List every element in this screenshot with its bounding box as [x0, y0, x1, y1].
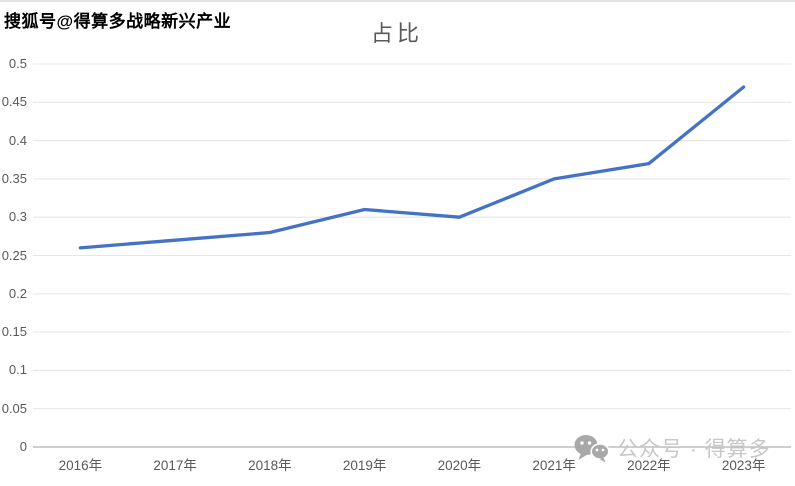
y-tick-label: 0.3 [8, 209, 27, 225]
y-tick-label: 0.5 [8, 56, 27, 71]
x-tick-label: 2016年 [58, 458, 103, 473]
chart-title: 占比 [370, 21, 424, 46]
x-tick-label: 2019年 [342, 458, 387, 473]
wechat-icon [574, 434, 609, 463]
y-tick-label: 0.35 [1, 170, 27, 186]
x-tick-label: 2018年 [248, 458, 292, 473]
y-tick-label: 0.45 [1, 94, 27, 110]
wechat-watermark-text: 公众号 · 得算多 [617, 438, 771, 461]
y-tick-label: 0.1 [8, 362, 27, 378]
top-border-line [0, 0, 795, 2]
y-tick-label: 0.2 [8, 285, 27, 301]
y-tick-label: 0 [19, 439, 27, 454]
y-tick-label: 0.25 [1, 247, 27, 263]
x-tick-label: 2020年 [437, 458, 482, 473]
x-tick-label: 2022年 [627, 458, 671, 473]
y-tick-label: 0.4 [8, 132, 27, 148]
x-tick-label: 2021年 [532, 458, 576, 473]
x-tick-label: 2017年 [153, 458, 197, 473]
series-line [78, 85, 746, 250]
y-tick-label: 0.05 [1, 400, 27, 416]
wechat-watermark: 公众号 · 得算多 [574, 433, 771, 463]
sohu-watermark: 搜狐号@得算多战略新兴产业 [4, 12, 232, 31]
y-tick-label: 0.15 [1, 324, 27, 340]
x-tick-label: 2023年 [721, 458, 766, 473]
